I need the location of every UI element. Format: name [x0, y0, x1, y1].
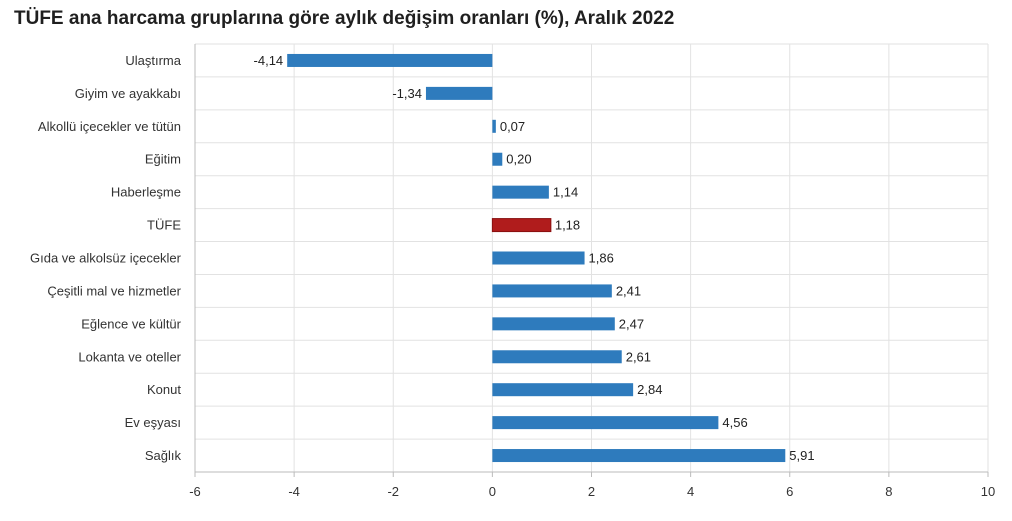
x-tick-label: 6: [786, 484, 793, 499]
x-tick-label: -4: [288, 484, 300, 499]
data-label: 0,20: [506, 152, 531, 167]
data-label: -4,14: [254, 53, 284, 68]
x-tick-label: 2: [588, 484, 595, 499]
bar: [492, 317, 615, 331]
bar: [425, 86, 493, 100]
x-tick-label: 8: [885, 484, 892, 499]
bar: [492, 350, 622, 364]
data-label: 2,47: [619, 316, 644, 331]
category-label: Haberleşme: [111, 185, 181, 200]
x-tick-label: -2: [387, 484, 399, 499]
bar: [492, 152, 503, 166]
category-label: Sağlık: [145, 448, 182, 463]
x-tick-label: 4: [687, 484, 694, 499]
category-label: Gıda ve alkolsüz içecekler: [30, 251, 182, 266]
category-label: Lokanta ve oteller: [78, 349, 181, 364]
category-label: Çeşitli mal ve hizmetler: [47, 283, 181, 298]
data-label: 0,07: [500, 119, 525, 134]
bar: [492, 383, 634, 397]
data-label: 2,41: [616, 283, 641, 298]
category-label: Konut: [147, 382, 181, 397]
category-label: Ev eşyası: [125, 415, 181, 430]
chart-title: TÜFE ana harcama gruplarına göre aylık d…: [14, 8, 675, 29]
bar: [492, 449, 786, 463]
data-label: 1,14: [553, 185, 578, 200]
bar: [492, 284, 612, 298]
category-label: Giyim ve ayakkabı: [75, 86, 181, 101]
x-tick-label: -6: [189, 484, 201, 499]
data-label: 1,18: [555, 218, 580, 233]
data-label: -1,34: [392, 86, 422, 101]
data-label: 1,86: [589, 251, 614, 266]
bar: [287, 53, 493, 67]
data-label: 2,61: [626, 349, 651, 364]
category-label: Ulaştırma: [125, 53, 181, 68]
bar: [492, 185, 549, 199]
category-label: TÜFE: [147, 218, 181, 233]
category-label: Eğlence ve kültür: [81, 316, 181, 331]
bar: [492, 416, 719, 430]
data-label: 2,84: [637, 382, 662, 397]
x-tick-label: 10: [981, 484, 995, 499]
category-label: Eğitim: [145, 152, 181, 167]
bar: [492, 251, 585, 265]
data-label: 5,91: [789, 448, 814, 463]
data-label: 4,56: [722, 415, 747, 430]
bar: [492, 119, 496, 133]
category-label: Alkollü içecekler ve tütün: [38, 119, 181, 134]
bar: [491, 218, 552, 233]
x-tick-label: 0: [489, 484, 496, 499]
